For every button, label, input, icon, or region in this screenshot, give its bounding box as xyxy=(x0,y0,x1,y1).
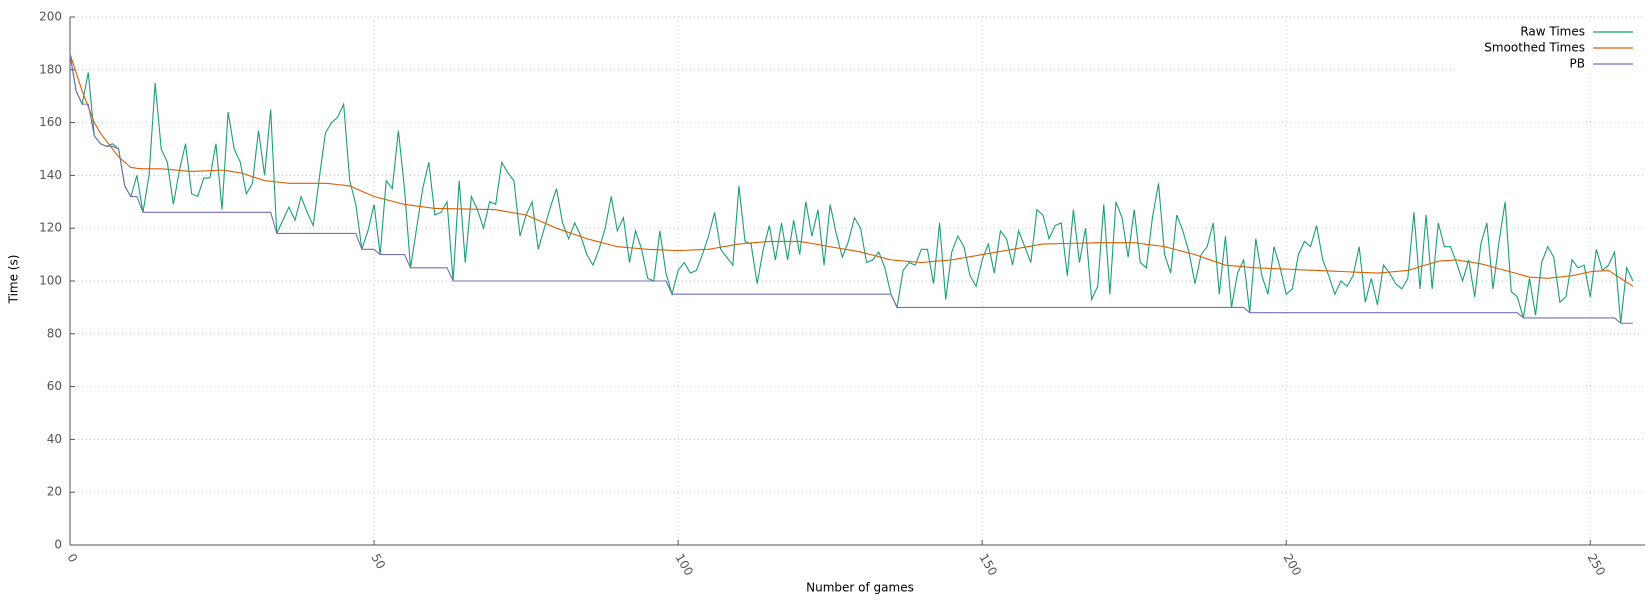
x-tick-label: 50 xyxy=(368,551,388,571)
series-line xyxy=(69,53,1634,324)
y-tick-label: 60 xyxy=(47,379,62,393)
y-tick-label: 40 xyxy=(47,432,62,446)
y-tick-label: 100 xyxy=(39,274,62,288)
series-line xyxy=(69,53,1634,287)
y-tick-label: 200 xyxy=(39,10,62,24)
y-tick-label: 160 xyxy=(39,115,62,129)
series-line xyxy=(69,53,1633,324)
y-axis-label: Time (s) xyxy=(7,255,21,305)
legend-label: Smoothed Times xyxy=(1484,41,1585,55)
y-tick-label: 120 xyxy=(39,221,62,235)
y-tick-label: 20 xyxy=(47,485,62,499)
legend-label: Raw Times xyxy=(1520,25,1585,39)
y-tick-label: 180 xyxy=(39,62,62,76)
y-tick-label: 0 xyxy=(54,538,62,552)
y-tick-label: 140 xyxy=(39,168,62,182)
y-tick-label: 80 xyxy=(47,326,62,340)
legend-label: PB xyxy=(1570,57,1585,71)
x-axis-label: Number of games xyxy=(806,581,914,595)
